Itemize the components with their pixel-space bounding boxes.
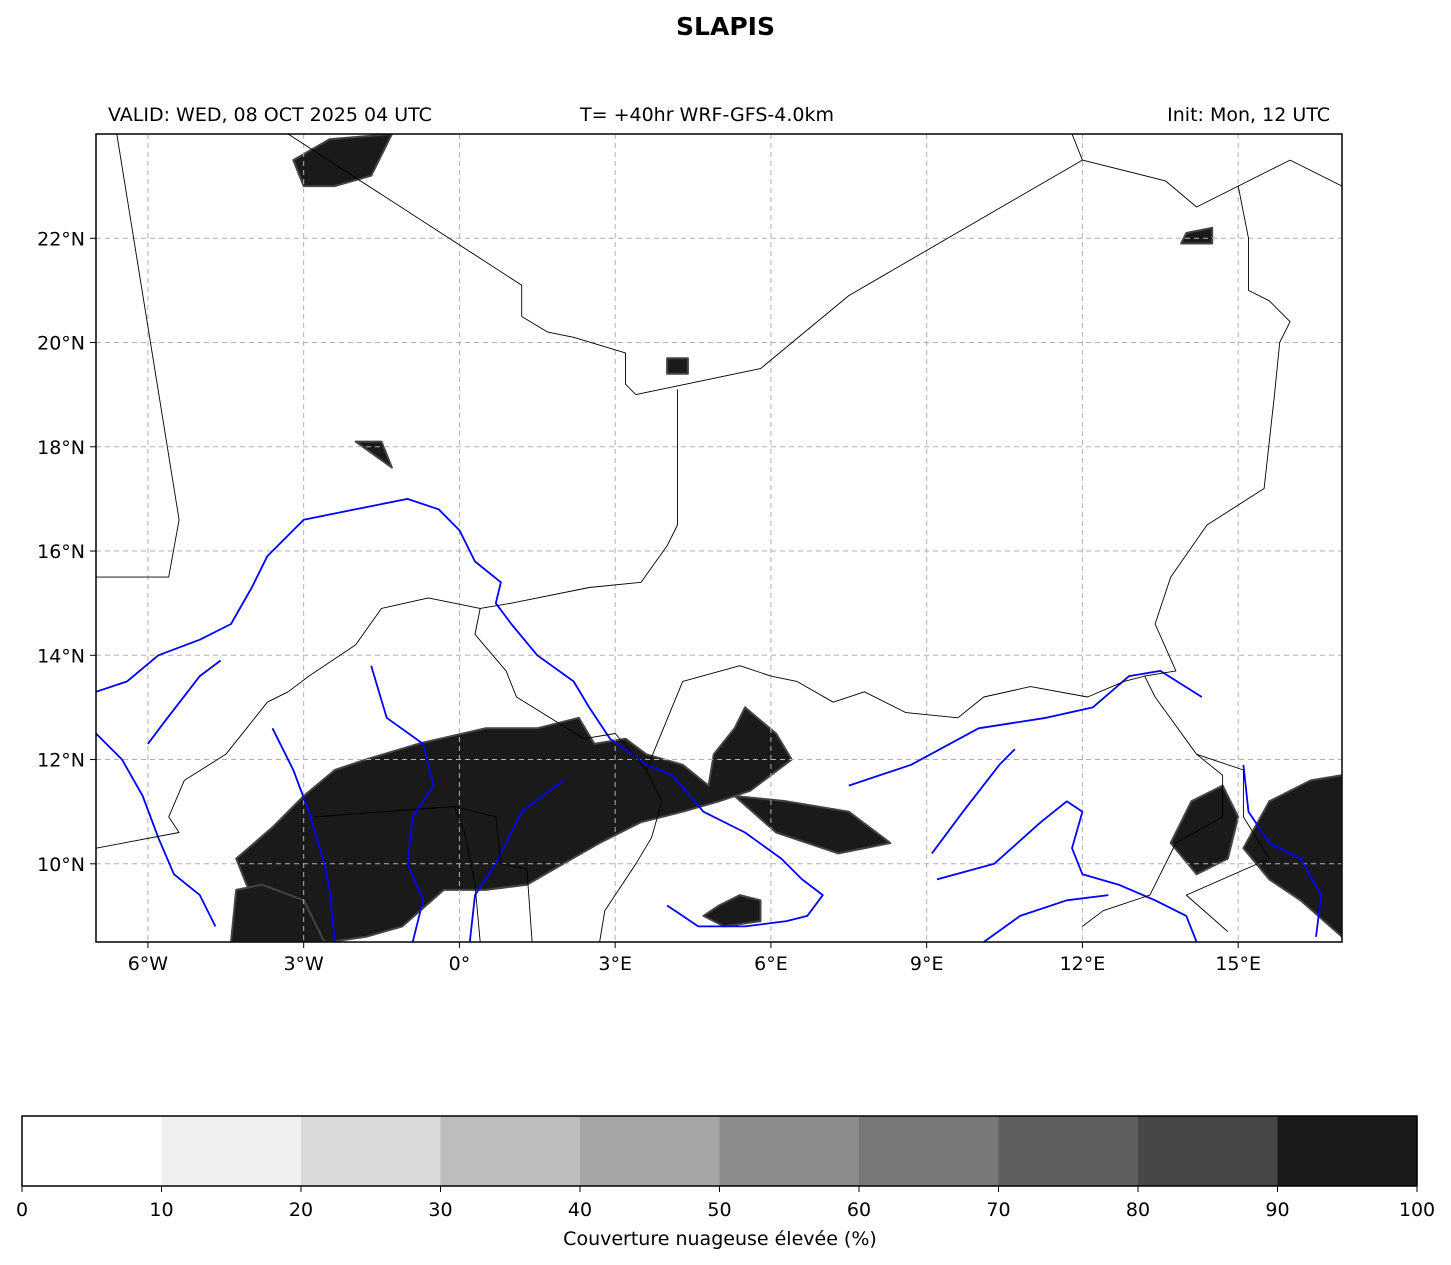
chart-title: SLAPIS: [676, 12, 775, 41]
lon-tick-label: 3°W: [283, 953, 324, 975]
cloud-region: [1169, 784, 1240, 876]
colorbar-tick-label: 20: [289, 1199, 313, 1221]
lon-tick-label: 3°E: [598, 953, 632, 975]
lon-tick-label: 6°E: [754, 953, 788, 975]
colorbar-tick-label: 70: [986, 1199, 1010, 1221]
river-line: [468, 779, 564, 942]
map-frame: [95, 133, 1343, 943]
map-area: [96, 134, 1342, 942]
country-border: [474, 608, 663, 942]
country-border: [454, 806, 533, 942]
colorbar-tick-label: 40: [568, 1199, 592, 1221]
cloud-region: [1180, 226, 1214, 245]
colorbar-tick-label: 90: [1265, 1199, 1289, 1221]
colorbar-tick-label: 80: [1126, 1199, 1150, 1221]
colorbar-tick-label: 100: [1399, 1199, 1435, 1221]
country-border: [1071, 134, 1083, 161]
lon-tick-label: 12°E: [1060, 953, 1106, 975]
cloud-region: [230, 883, 326, 942]
cloud-region: [292, 134, 393, 188]
lon-tick-label: 0°: [449, 953, 471, 975]
forecast-lead-label: T= +40hr WRF-GFS-4.0km: [580, 104, 834, 126]
river-line: [271, 727, 336, 942]
lon-tick-label: 6°W: [128, 953, 169, 975]
colorbar-label: Couverture nuageuse élevée (%): [563, 1228, 877, 1250]
country-border: [96, 389, 678, 849]
river-line: [983, 894, 1109, 942]
colorbar-tick-label: 0: [16, 1199, 28, 1221]
colorbar-segment: [719, 1116, 860, 1186]
country-border: [645, 665, 1145, 771]
colorbar-tick-label: 10: [149, 1199, 173, 1221]
lat-tick-label: 16°N: [37, 541, 85, 563]
init-time-label: Init: Mon, 12 UTC: [1167, 104, 1330, 126]
colorbar-segment: [440, 1116, 581, 1186]
country-border: [287, 134, 1342, 396]
colorbar-tick-label: 50: [707, 1199, 731, 1221]
river-line: [96, 732, 217, 927]
colorbar-segment: [301, 1116, 442, 1186]
river-line: [370, 665, 435, 942]
cloud-region: [1242, 774, 1342, 938]
lat-tick-label: 22°N: [37, 228, 85, 250]
colorbar-tick-label: 30: [428, 1199, 452, 1221]
lat-tick-label: 10°N: [37, 854, 85, 876]
lat-tick-label: 12°N: [37, 750, 85, 772]
colorbar-segment: [22, 1116, 163, 1186]
country-border: [314, 806, 481, 942]
colorbar-segment: [1277, 1116, 1418, 1186]
cloud-region: [702, 894, 762, 928]
colorbar: 0 10 20 30 40 50 60 70 80 90 100: [16, 1115, 1435, 1221]
country-border: [1185, 753, 1270, 932]
lat-tick-label: 20°N: [37, 333, 85, 355]
river-line: [147, 659, 222, 745]
lon-tick-label: 9°E: [910, 953, 944, 975]
lat-tick-label: 14°N: [37, 645, 85, 667]
river-line: [1242, 764, 1323, 937]
colorbar-segment: [1138, 1116, 1279, 1186]
colorbar-segment: [161, 1116, 302, 1186]
colorbar-segment: [580, 1116, 721, 1186]
valid-time-label: VALID: WED, 08 OCT 2025 04 UTC: [108, 104, 432, 126]
river-line: [931, 748, 1016, 854]
country-border: [1082, 696, 1224, 927]
cloud-region: [666, 357, 689, 375]
lon-tick-label: 15°E: [1215, 953, 1261, 975]
cloud-region: [733, 795, 892, 855]
country-border: [96, 134, 180, 578]
river-line: [96, 497, 824, 928]
colorbar-segment: [998, 1116, 1139, 1186]
colorbar-segment: [859, 1116, 1000, 1186]
river-line: [936, 800, 1198, 942]
country-border: [1144, 186, 1291, 698]
cloud-region: [235, 706, 793, 942]
colorbar-tick-label: 60: [847, 1199, 871, 1221]
lat-tick-label: 18°N: [37, 437, 85, 459]
river-line: [848, 670, 1203, 787]
map-axes: 6°W 3°W 0° 3°E 6°E 9°E 12°E 15°E 10°N 12°N 14°N 16°…: [37, 228, 1261, 975]
cloud-region: [354, 440, 393, 469]
